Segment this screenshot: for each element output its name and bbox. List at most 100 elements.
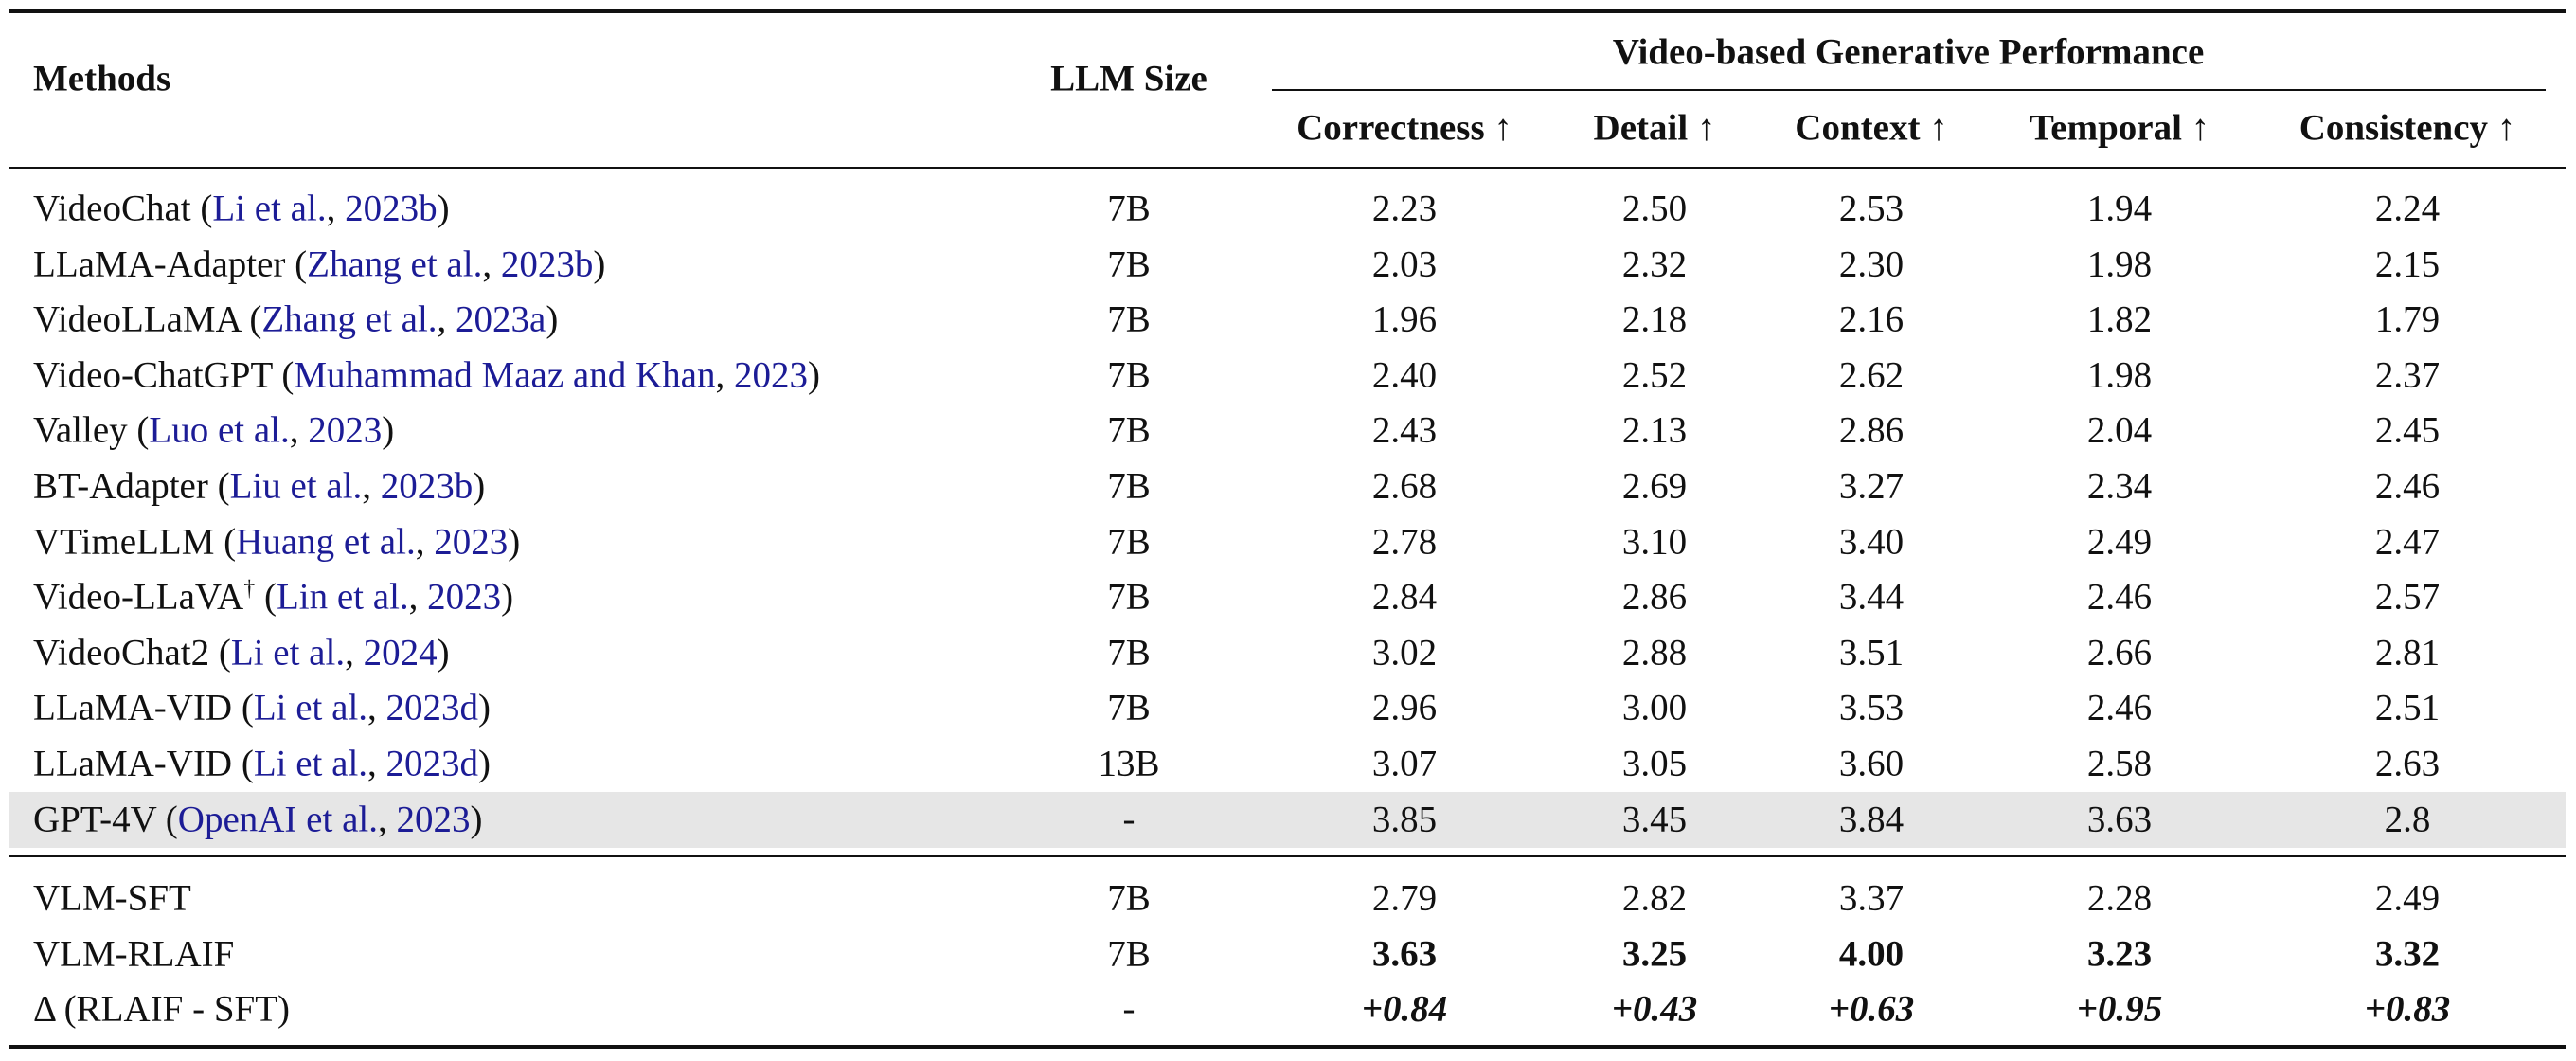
score: 2.58	[2086, 743, 2153, 784]
citation-link[interactable]: Li et al.	[253, 687, 368, 728]
citation-link[interactable]: Luo et al.	[149, 409, 290, 451]
method-text: (	[255, 576, 277, 618]
citation-link[interactable]: Li et al.	[230, 632, 346, 674]
method-cell: Δ (RLAIF - SFT)	[33, 991, 290, 1028]
method-text: LLaMA-VID (	[33, 743, 254, 784]
citation-link[interactable]: 2023	[733, 354, 808, 396]
llm-size: 7B	[1107, 465, 1151, 507]
method-text: ,	[377, 799, 397, 840]
score: 2.37	[2374, 354, 2441, 396]
citation-link[interactable]: Li et al.	[212, 188, 327, 229]
llm-size-header: LLM Size	[1050, 58, 1208, 99]
score: 2.32	[1621, 243, 1688, 285]
score: +0.84	[1361, 988, 1448, 1030]
method-text: ,	[408, 576, 428, 618]
citation-link[interactable]: 2023a	[456, 298, 546, 340]
citation-link[interactable]: Lin et al.	[276, 576, 409, 618]
llm-size: 13B	[1098, 743, 1160, 784]
citation-link[interactable]: 2023	[434, 521, 509, 563]
llm-size: 7B	[1107, 354, 1151, 396]
method-text: ,	[362, 465, 381, 507]
citation-link[interactable]: 2023d	[385, 687, 479, 728]
citation-link[interactable]: Zhang et al.	[261, 298, 438, 340]
citation-link[interactable]: 2023	[396, 799, 471, 840]
score: 3.23	[2086, 933, 2153, 975]
method-text: )	[593, 243, 606, 285]
citation-link[interactable]: Zhang et al.	[307, 243, 483, 285]
score: 2.53	[1838, 188, 1905, 229]
method-cell: Valley (Luo et al., 2023)	[33, 412, 394, 449]
metric-header: Consistency ↑	[2299, 107, 2516, 149]
score: 2.24	[2374, 188, 2441, 229]
method-text: †	[243, 576, 256, 602]
llm-size: 7B	[1107, 933, 1151, 975]
citation-link[interactable]: OpenAI et al.	[177, 799, 378, 840]
score: 2.40	[1371, 354, 1438, 396]
score: 1.82	[2086, 298, 2153, 340]
score: 2.50	[1621, 188, 1688, 229]
score: 2.13	[1621, 409, 1688, 451]
score: 3.05	[1621, 743, 1688, 784]
citation-link[interactable]: 2023b	[380, 465, 474, 507]
metric-header: Context ↑	[1795, 107, 1948, 149]
llm-size: 7B	[1107, 576, 1151, 618]
score: 2.47	[2374, 521, 2441, 563]
citation-link[interactable]: Muhammad Maaz and Khan	[294, 354, 716, 396]
score: 2.18	[1621, 298, 1688, 340]
llm-size: 7B	[1107, 243, 1151, 285]
score: 2.57	[2374, 576, 2441, 618]
score: 2.96	[1371, 687, 1438, 728]
citation-link[interactable]: 2023d	[385, 743, 479, 784]
citation-link[interactable]: Li et al.	[253, 743, 368, 784]
score: +0.83	[2364, 988, 2451, 1030]
citation-link[interactable]: Liu et al.	[229, 465, 363, 507]
score: 1.79	[2374, 298, 2441, 340]
row-shade	[9, 791, 2566, 848]
citation-link[interactable]: 2023b	[345, 188, 438, 229]
score: 3.60	[1838, 743, 1905, 784]
score: 2.49	[2086, 521, 2153, 563]
citation-link[interactable]: Huang et al.	[236, 521, 416, 563]
score: 3.02	[1371, 632, 1438, 674]
llm-size: 7B	[1107, 188, 1151, 229]
score: +0.95	[2076, 988, 2163, 1030]
citation-link[interactable]: 2023	[308, 409, 383, 451]
method-cell: VideoLLaMA (Zhang et al., 2023a)	[33, 301, 558, 338]
citation-link[interactable]: 2024	[363, 632, 438, 674]
score: 1.94	[2086, 188, 2153, 229]
score: 2.78	[1371, 521, 1438, 563]
method-text: Δ (RLAIF - SFT)	[33, 988, 291, 1030]
citation-link[interactable]: 2023	[427, 576, 502, 618]
score: 3.27	[1838, 465, 1905, 507]
score: 3.84	[1838, 799, 1905, 840]
method-cell: Video-LLaVA† (Lin et al., 2023)	[33, 576, 513, 618]
score: 2.86	[1838, 409, 1905, 451]
score: 3.00	[1621, 687, 1688, 728]
bottom-rule	[9, 1045, 2566, 1049]
method-text: )	[546, 298, 559, 340]
score: 3.07	[1371, 743, 1438, 784]
method-text: VLM-SFT	[33, 877, 191, 919]
score: 2.82	[1621, 877, 1688, 919]
score: 2.15	[2374, 243, 2441, 285]
method-cell: VLM-RLAIF	[33, 935, 234, 972]
method-text: VLM-RLAIF	[33, 933, 235, 975]
score: 2.46	[2086, 576, 2153, 618]
score: 3.44	[1838, 576, 1905, 618]
score: 2.86	[1621, 576, 1688, 618]
method-text: ,	[715, 354, 734, 396]
method-cell: LLaMA-VID (Li et al., 2023d)	[33, 690, 491, 727]
llm-size: 7B	[1107, 298, 1151, 340]
metric-header: Correctness ↑	[1297, 107, 1512, 149]
score: 2.46	[2374, 465, 2441, 507]
score: +0.63	[1828, 988, 1915, 1030]
section-rule	[9, 855, 2566, 857]
llm-size: 7B	[1107, 877, 1151, 919]
score: 3.45	[1621, 799, 1688, 840]
method-text: VideoChat (	[33, 188, 213, 229]
method-text: )	[473, 465, 486, 507]
citation-link[interactable]: 2023b	[500, 243, 594, 285]
method-text: Video-LLaVA	[33, 576, 244, 618]
llm-size: -	[1122, 988, 1136, 1030]
score: 2.04	[2086, 409, 2153, 451]
